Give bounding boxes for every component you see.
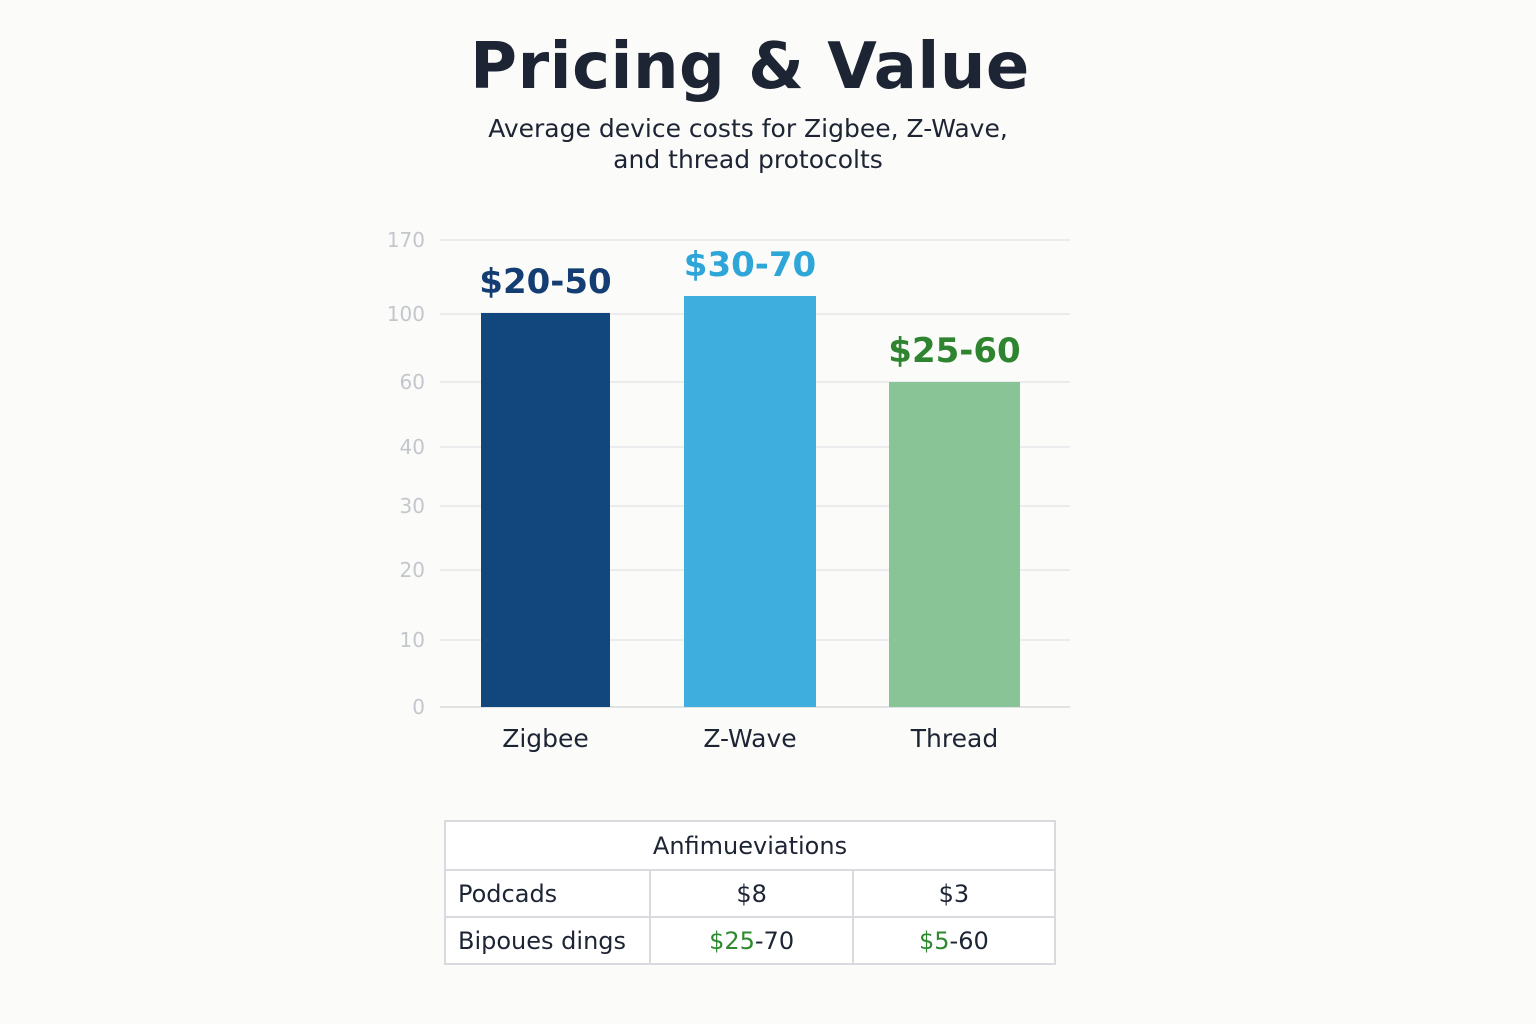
table-cell: $5-60	[851, 916, 1057, 965]
abbreviations-table: Anfimueviations Podcads $8 $3 Bipoues di…	[443, 820, 1057, 965]
y-tick-label: 60	[400, 370, 425, 394]
table-row: Podcads $8 $3	[443, 869, 1057, 918]
subtitle-line-1: Average device costs for Zigbee, Z-Wave,	[488, 114, 1008, 143]
y-tick-label: 40	[400, 435, 425, 459]
data-label: $25-60	[888, 331, 1020, 371]
bar-z-wave	[684, 296, 816, 707]
row-label: Podcads	[443, 869, 652, 918]
chart-subtitle: Average device costs for Zigbee, Z-Wave,…	[0, 113, 1496, 175]
y-tick-label: 10	[400, 628, 425, 652]
table-header: Anfimueviations	[444, 820, 1056, 871]
x-tick-label: Z-Wave	[703, 724, 796, 753]
bar-zigbee	[481, 312, 610, 707]
y-tick-label: 0	[412, 695, 425, 719]
chart-title: Pricing & Value	[470, 30, 1030, 104]
x-tick-label: Zigbee	[502, 724, 589, 753]
bar-chart: 0 10 20 30 40 60 100 170 $20-50 $30-70 $25-60 Zig…	[387, 228, 1070, 753]
table-cell: $3	[851, 869, 1057, 918]
y-tick-label: 20	[400, 558, 425, 582]
y-tick-label: 170	[387, 228, 425, 252]
y-tick-label: 100	[387, 302, 425, 326]
bar-thread	[889, 382, 1020, 707]
data-label: $20-50	[479, 262, 611, 302]
y-tick-label: 30	[400, 494, 425, 518]
table-row: Bipoues dings $25-70 $5-60	[443, 916, 1057, 965]
subtitle-line-2: and thread protocolts	[613, 145, 883, 174]
table-cell: $25-70	[649, 916, 854, 965]
data-labels: $20-50 $30-70 $25-60	[479, 245, 1020, 371]
row-label: Bipoues dings	[443, 916, 652, 965]
x-tick-label: Thread	[910, 724, 998, 753]
table-cell: $8	[649, 869, 854, 918]
x-axis-ticks: Zigbee Z-Wave Thread	[502, 724, 998, 753]
bars	[481, 296, 1020, 707]
data-label: $30-70	[684, 245, 816, 285]
y-axis-ticks: 0 10 20 30 40 60 100 170	[387, 228, 425, 719]
